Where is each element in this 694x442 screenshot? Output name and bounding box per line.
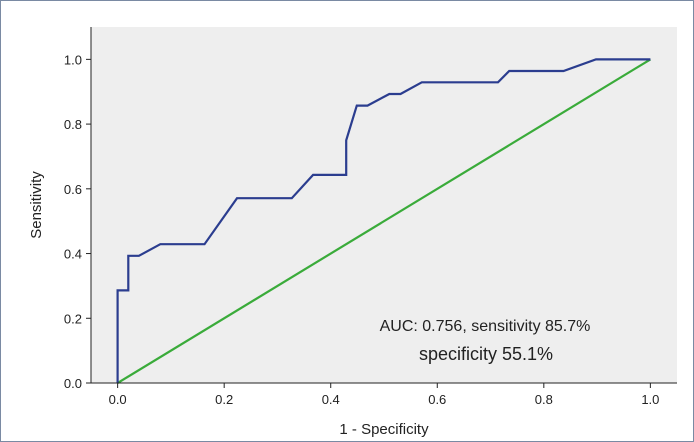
y-tick-label: 0.0 xyxy=(64,376,82,391)
reference-diagonal-line xyxy=(117,58,651,384)
y-tick-label: 0.4 xyxy=(64,247,82,262)
x-tick-label: 0.2 xyxy=(215,392,233,407)
x-tick-label: 0.4 xyxy=(322,392,340,407)
x-tick-label: 1.0 xyxy=(641,392,659,407)
annotation-specificity: specificity 55.1% xyxy=(419,344,553,364)
x-tick-label: 0.6 xyxy=(428,392,446,407)
plot-area xyxy=(91,27,677,383)
y-tick-label: 1.0 xyxy=(64,52,82,67)
x-tick-label: 0.8 xyxy=(535,392,553,407)
x-axis-title: 1 - Specificity xyxy=(339,421,429,438)
x-axis-ticks: 0.0 0.2 0.4 0.6 0.8 1.0 xyxy=(109,383,659,407)
y-tick-label: 0.6 xyxy=(64,182,82,197)
roc-curve-line xyxy=(116,58,651,383)
y-axis-title: Sensitivity xyxy=(28,171,45,239)
annotation-auc: AUC: 0.756, sensitivity 85.7% xyxy=(380,318,591,335)
x-tick-label: 0.0 xyxy=(109,392,127,407)
y-tick-label: 0.2 xyxy=(64,311,82,326)
y-tick-label: 0.8 xyxy=(64,117,82,132)
y-axis-ticks: 0.0 0.2 0.4 0.6 0.8 1.0 xyxy=(64,52,91,391)
series-group xyxy=(116,58,651,384)
